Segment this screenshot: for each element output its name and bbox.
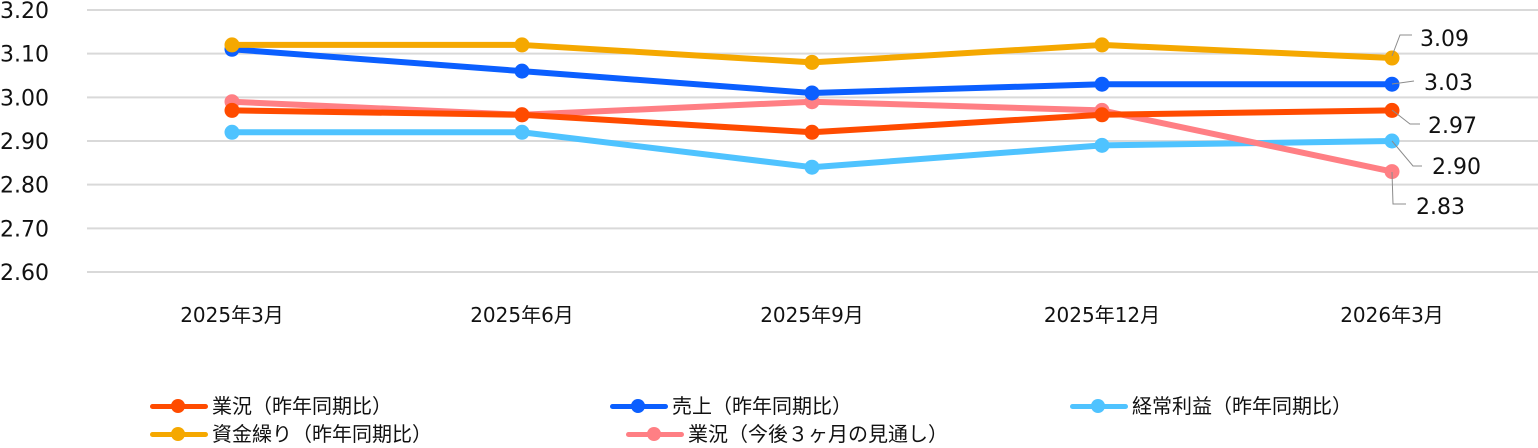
line-chart: 3.203.103.002.902.802.702.60 2025年3月 2025… xyxy=(0,0,1538,327)
legend-line-marker-icon xyxy=(1070,396,1128,416)
y-tick-label: 2.60 xyxy=(0,261,49,286)
series-lines xyxy=(224,37,1400,180)
legend-item-gyokyo-outlook[interactable]: 業況（今後３ヶ月の見通し） xyxy=(626,421,1102,447)
data-point-marker[interactable] xyxy=(1094,107,1110,123)
data-point-marker[interactable] xyxy=(224,124,240,140)
series-line[interactable] xyxy=(224,37,1400,70)
legend-item-keijo-rieki[interactable]: 経常利益（昨年同期比） xyxy=(1070,393,1530,419)
data-point-marker[interactable] xyxy=(514,107,530,123)
x-tick-label: 2025年9月 xyxy=(760,303,864,327)
data-point-marker[interactable] xyxy=(804,54,820,70)
data-point-marker[interactable] xyxy=(1094,37,1110,53)
y-tick-label: 2.90 xyxy=(0,130,49,155)
legend: 業況（昨年同期比） 売上（昨年同期比） 経常利益（昨年同期比） 資金繰り（昨年同… xyxy=(150,392,1530,448)
data-label: 2.90 xyxy=(1432,155,1481,180)
legend-line-marker-icon xyxy=(626,424,684,444)
legend-label: 業況（昨年同期比） xyxy=(212,394,392,418)
data-point-marker[interactable] xyxy=(1094,137,1110,153)
legend-label: 業況（今後３ヶ月の見通し） xyxy=(688,422,948,446)
data-point-marker[interactable] xyxy=(514,63,530,79)
data-point-marker[interactable] xyxy=(804,85,820,101)
legend-item-shikinguri[interactable]: 資金繰り（昨年同期比） xyxy=(150,421,626,447)
y-axis-labels: 3.20 3.10 3.00 2.90 2.80 2.70 2.60 xyxy=(0,0,49,286)
data-point-marker[interactable] xyxy=(1384,50,1400,66)
y-tick-label: 3.10 xyxy=(0,43,49,68)
series-line[interactable] xyxy=(224,124,1400,175)
data-label: 2.83 xyxy=(1416,195,1465,220)
data-point-marker[interactable] xyxy=(224,37,240,53)
y-tick-label: 2.70 xyxy=(0,217,49,242)
legend-item-uriage[interactable]: 売上（昨年同期比） xyxy=(610,393,1070,419)
data-point-marker[interactable] xyxy=(1384,76,1400,92)
data-label: 3.09 xyxy=(1420,27,1469,52)
legend-line-marker-icon xyxy=(610,396,668,416)
legend-row-1: 業況（昨年同期比） 売上（昨年同期比） 経常利益（昨年同期比） xyxy=(150,392,1530,420)
data-point-marker[interactable] xyxy=(224,102,240,118)
data-point-marker[interactable] xyxy=(1094,76,1110,92)
x-tick-label: 2025年12月 xyxy=(1044,303,1160,327)
y-tick-label: 2.80 xyxy=(0,174,49,199)
legend-line-marker-icon xyxy=(150,396,208,416)
legend-label: 売上（昨年同期比） xyxy=(672,394,852,418)
data-labels: 3.09 3.03 2.97 2.90 2.83 xyxy=(1391,27,1481,220)
data-point-marker[interactable] xyxy=(1384,164,1400,180)
legend-line-marker-icon xyxy=(150,424,208,444)
x-axis-labels: 2025年3月 2025年6月 2025年9月 2025年12月 2026年3月 xyxy=(180,303,1444,327)
data-point-marker[interactable] xyxy=(804,124,820,140)
data-point-marker[interactable] xyxy=(804,159,820,175)
legend-row-2: 資金繰り（昨年同期比） 業況（今後３ヶ月の見通し） xyxy=(150,420,1530,448)
y-tick-label: 3.00 xyxy=(0,86,49,111)
data-point-marker[interactable] xyxy=(514,124,530,140)
x-tick-label: 2025年3月 xyxy=(180,303,284,327)
y-tick-label: 3.20 xyxy=(0,0,49,24)
legend-label: 資金繰り（昨年同期比） xyxy=(212,422,432,446)
legend-label: 経常利益（昨年同期比） xyxy=(1132,394,1352,418)
data-point-marker[interactable] xyxy=(514,37,530,53)
legend-item-gyokyo[interactable]: 業況（昨年同期比） xyxy=(150,393,610,419)
data-label: 3.03 xyxy=(1424,71,1473,96)
x-tick-label: 2025年6月 xyxy=(470,303,574,327)
x-tick-label: 2026年3月 xyxy=(1340,303,1444,327)
data-label: 2.97 xyxy=(1428,114,1477,139)
